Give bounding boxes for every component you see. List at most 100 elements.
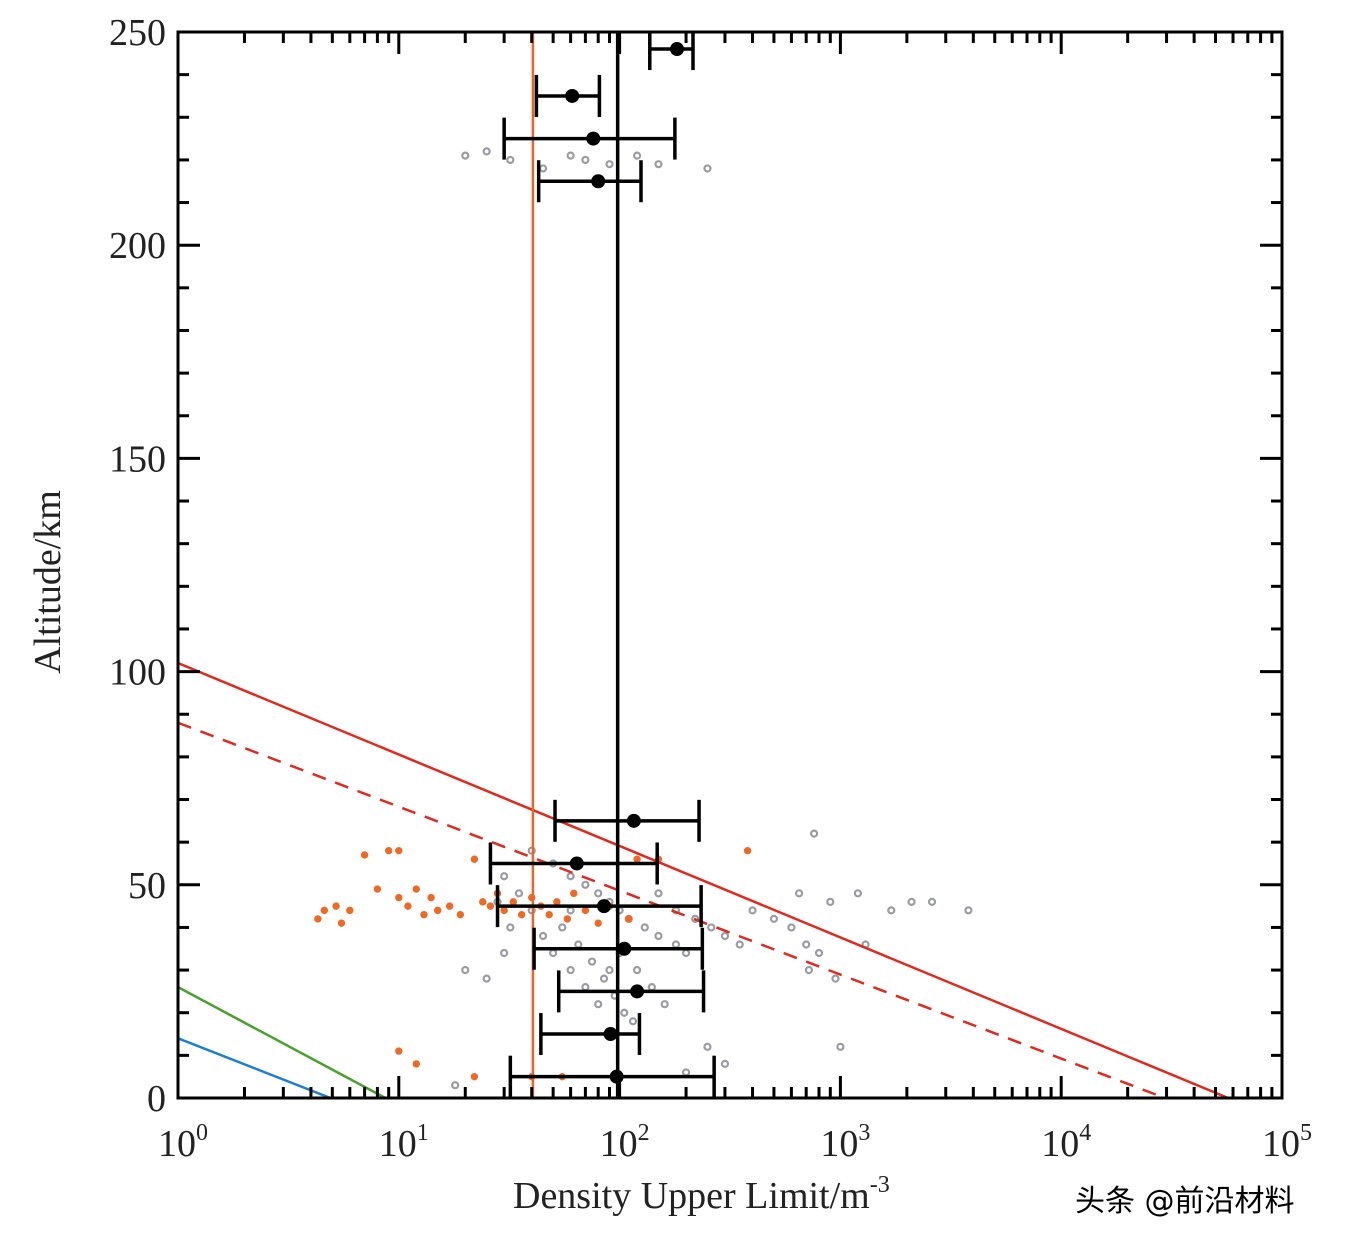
gray-point bbox=[594, 889, 603, 898]
x-tick-label: 104 bbox=[1041, 1120, 1091, 1165]
orange-point bbox=[404, 902, 412, 910]
y-tick-label: 250 bbox=[109, 12, 166, 54]
orange-point bbox=[470, 855, 479, 863]
error-point bbox=[670, 42, 685, 57]
gray-point bbox=[581, 983, 590, 992]
gray-point bbox=[814, 948, 824, 958]
orange-point bbox=[743, 846, 752, 855]
orange-point bbox=[581, 906, 590, 915]
gray-point bbox=[632, 965, 642, 975]
gray-point bbox=[964, 906, 973, 915]
gray-point bbox=[640, 923, 649, 932]
x-tick-exp: 5 bbox=[1300, 1120, 1312, 1146]
gray-point bbox=[660, 1000, 669, 1009]
gray-point bbox=[826, 897, 835, 906]
orange-point bbox=[412, 1060, 420, 1068]
gray-point bbox=[703, 1042, 712, 1051]
y-tick-label: 200 bbox=[109, 225, 166, 267]
x-tick-label: 100 bbox=[158, 1120, 208, 1165]
gray-point bbox=[506, 923, 515, 932]
x-tick-base: 10 bbox=[1041, 1123, 1079, 1165]
orange-point bbox=[412, 885, 420, 893]
orange-point bbox=[360, 851, 369, 859]
gray-point bbox=[703, 164, 712, 173]
y-axis-label: Altitude/km bbox=[27, 490, 69, 674]
x-tick-exp: 4 bbox=[1079, 1120, 1091, 1146]
gray-point bbox=[558, 923, 567, 932]
gray-point bbox=[500, 948, 509, 958]
orange-point bbox=[395, 846, 403, 855]
orange-point bbox=[509, 898, 517, 906]
x-axis-label: Density Upper Limit/m-3 bbox=[513, 1172, 890, 1217]
gray-point bbox=[831, 974, 840, 983]
error-point bbox=[586, 131, 601, 146]
x-tick-label: 103 bbox=[820, 1120, 870, 1165]
orange-point bbox=[563, 915, 572, 923]
gray-point bbox=[804, 965, 813, 975]
plot-area bbox=[178, 32, 1229, 1098]
orange-point bbox=[384, 846, 393, 855]
orange-point bbox=[545, 910, 553, 919]
orange-point bbox=[486, 902, 495, 910]
gray-point bbox=[787, 923, 796, 932]
orange-point bbox=[337, 919, 346, 927]
gray-point bbox=[514, 889, 524, 898]
x-tick-base: 10 bbox=[600, 1123, 638, 1165]
watermark: 头条 @前沿材料 bbox=[1075, 1184, 1295, 1219]
orange-point bbox=[314, 915, 322, 923]
gray-point bbox=[482, 974, 491, 983]
orange-point bbox=[633, 855, 641, 863]
gray-point bbox=[574, 940, 583, 949]
gray-point bbox=[794, 889, 804, 898]
x-tick-exp: 1 bbox=[417, 1120, 429, 1146]
orange-point bbox=[553, 898, 561, 906]
plot-frame bbox=[176, 30, 1284, 1100]
gray-point bbox=[735, 940, 744, 949]
x-tick-label: 102 bbox=[600, 1120, 650, 1165]
error-point bbox=[609, 1069, 624, 1084]
orange-point bbox=[395, 1047, 403, 1055]
y-tick-label: 150 bbox=[109, 438, 166, 480]
gray-point bbox=[482, 147, 491, 156]
gray-point bbox=[605, 160, 614, 169]
y-tick-label: 50 bbox=[128, 865, 166, 907]
error-point bbox=[603, 1027, 618, 1042]
gray-point bbox=[581, 155, 590, 165]
orange-point bbox=[625, 915, 633, 923]
green-line bbox=[178, 986, 387, 1098]
gray-point bbox=[707, 923, 716, 932]
gray-point bbox=[654, 889, 663, 898]
gray-point bbox=[681, 1068, 691, 1077]
orange-point bbox=[433, 906, 442, 915]
gray-point bbox=[927, 897, 937, 906]
x-axis-label-text: Density Upper Limit/m bbox=[513, 1175, 870, 1217]
gray-point bbox=[632, 151, 642, 160]
gray-point bbox=[599, 974, 609, 983]
error-point bbox=[591, 174, 606, 189]
orange-point bbox=[395, 893, 403, 902]
gray-point bbox=[681, 948, 691, 958]
gray-point bbox=[500, 872, 509, 881]
x-tick-base: 10 bbox=[158, 1123, 196, 1165]
orange-point bbox=[420, 910, 428, 919]
red-dashed-line bbox=[178, 721, 1166, 1098]
orange-point bbox=[470, 1072, 479, 1081]
x-tick-exp: 3 bbox=[858, 1120, 870, 1146]
gray-point bbox=[566, 965, 575, 975]
gray-point bbox=[549, 948, 558, 958]
gray-point bbox=[605, 965, 614, 975]
error-point bbox=[569, 856, 584, 871]
gray-point bbox=[748, 906, 757, 915]
error-point bbox=[626, 813, 641, 828]
gray-point bbox=[538, 931, 548, 941]
red-solid-line bbox=[178, 661, 1229, 1098]
gray-point bbox=[853, 889, 862, 898]
x-tick-exp: 0 bbox=[196, 1120, 208, 1146]
y-tick-label: 100 bbox=[109, 652, 166, 694]
gray-point bbox=[769, 914, 779, 924]
orange-point bbox=[570, 889, 578, 898]
gray-point bbox=[566, 906, 575, 915]
gray-point bbox=[628, 1017, 638, 1026]
